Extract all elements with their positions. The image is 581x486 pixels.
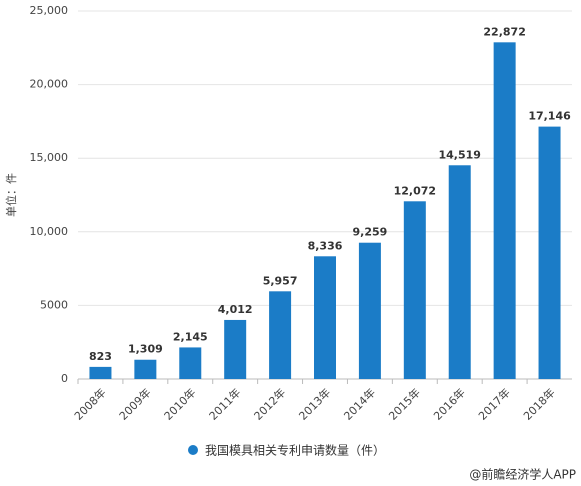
bar bbox=[493, 42, 516, 380]
y-tick-label: 20,000 bbox=[30, 78, 69, 91]
bar bbox=[224, 319, 247, 379]
bar bbox=[89, 366, 112, 379]
x-tick-label: 2010年 bbox=[161, 385, 198, 422]
x-tick-label: 2009年 bbox=[116, 385, 153, 422]
value-label: 2,145 bbox=[173, 330, 208, 343]
x-tick-label: 2015年 bbox=[386, 385, 423, 422]
bar bbox=[134, 359, 157, 379]
legend-label: 我国模具相关专利申请数量（件） bbox=[205, 443, 385, 458]
y-tick-label: 10,000 bbox=[30, 225, 69, 238]
bar bbox=[269, 291, 292, 379]
y-tick-label: 0 bbox=[61, 372, 68, 385]
value-label: 8,336 bbox=[308, 239, 343, 252]
x-tick-label: 2013年 bbox=[296, 385, 333, 422]
x-tick-label: 2012年 bbox=[251, 385, 288, 422]
y-axis-label: 单位：件 bbox=[4, 173, 18, 217]
x-tick-label: 2014年 bbox=[341, 385, 378, 422]
bar bbox=[314, 256, 336, 379]
x-tick-label: 2008年 bbox=[71, 385, 108, 422]
y-tick-label: 15,000 bbox=[30, 151, 69, 164]
x-tick-label: 2017年 bbox=[475, 385, 512, 422]
bar bbox=[538, 126, 561, 380]
bar bbox=[403, 201, 426, 379]
source: @前瞻经济学人APP bbox=[469, 467, 576, 482]
value-label: 17,146 bbox=[528, 110, 571, 123]
value-label: 4,012 bbox=[218, 303, 253, 316]
bar bbox=[179, 347, 202, 379]
value-label: 1,309 bbox=[128, 343, 163, 356]
value-label: 12,072 bbox=[394, 184, 436, 197]
bar bbox=[358, 242, 381, 379]
value-label: 5,957 bbox=[263, 274, 298, 287]
x-tick-label: 2016年 bbox=[430, 385, 467, 422]
x-tick-label: 2018年 bbox=[520, 385, 557, 422]
x-tick-label: 2011年 bbox=[206, 385, 243, 422]
value-label: 14,519 bbox=[439, 148, 481, 161]
value-label: 823 bbox=[89, 350, 112, 363]
value-label: 9,259 bbox=[353, 226, 388, 239]
y-tick-label: 5000 bbox=[40, 298, 68, 311]
y-tick-label: 25,000 bbox=[30, 4, 69, 17]
value-label: 22,872 bbox=[483, 25, 525, 38]
bar bbox=[448, 165, 471, 379]
legend-marker bbox=[188, 445, 198, 455]
